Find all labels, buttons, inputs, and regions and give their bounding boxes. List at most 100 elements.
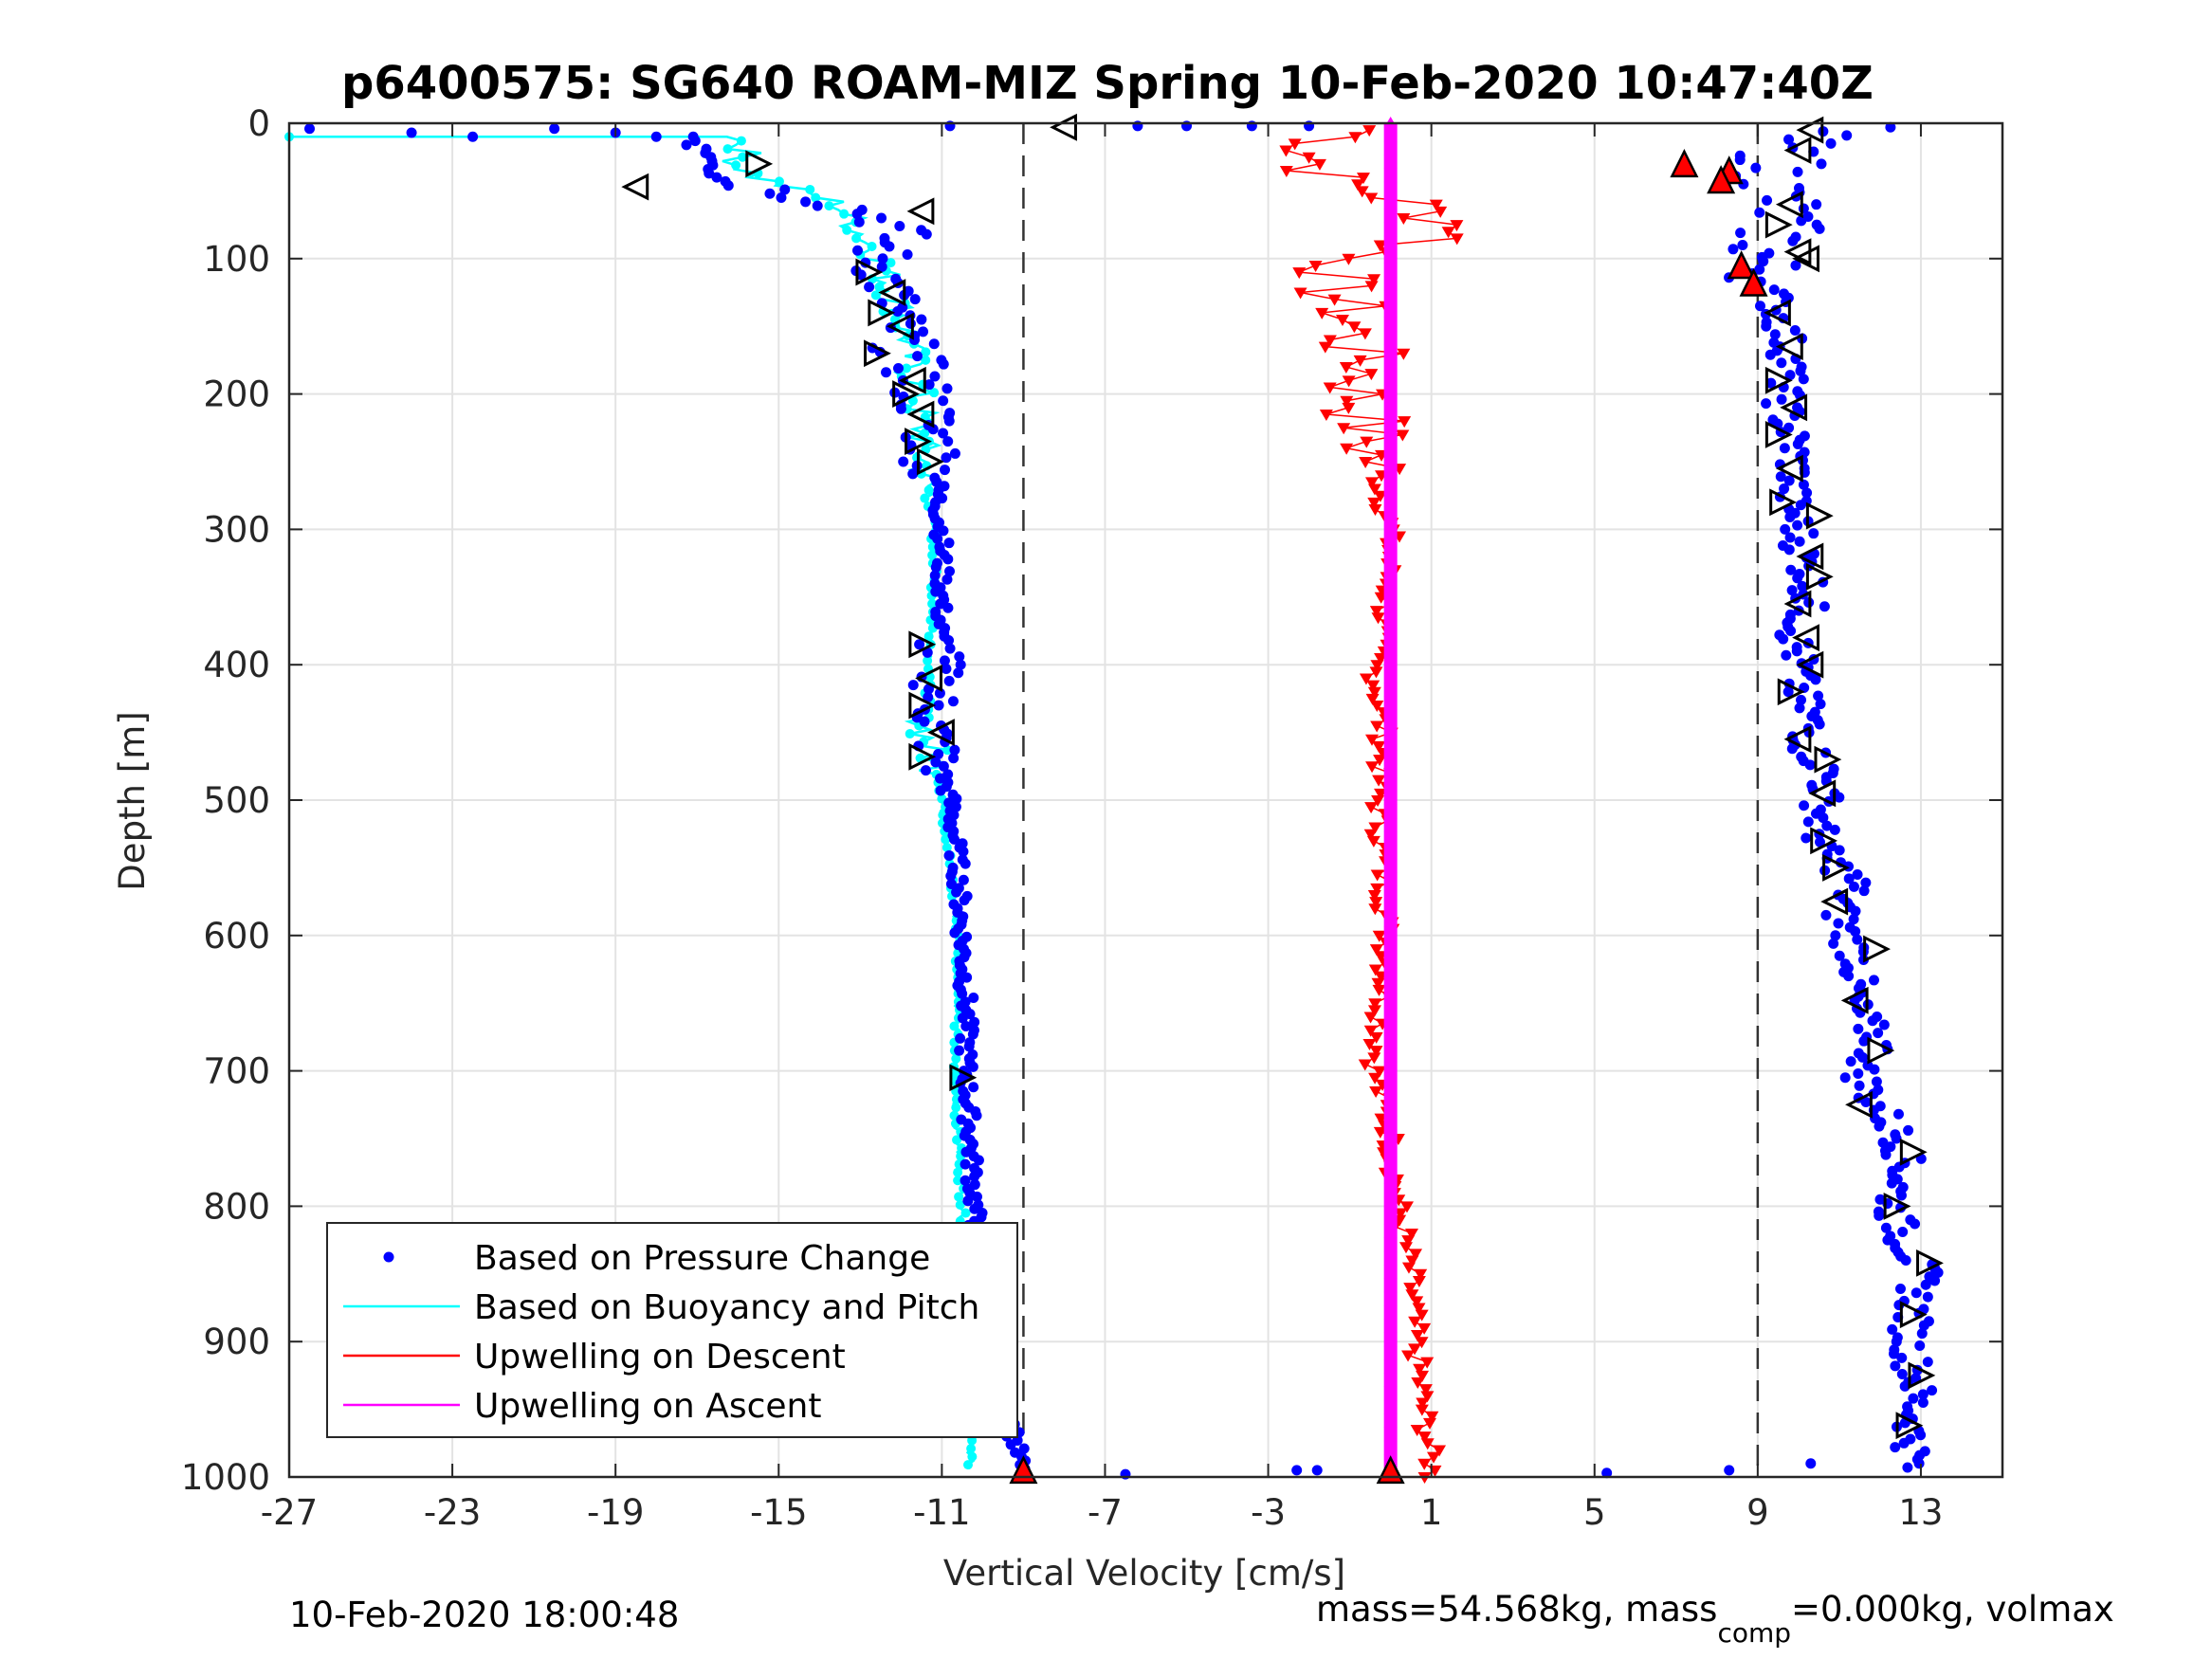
buoyancy-pitch-dot [870, 290, 881, 301]
buoyancy-pitch-dot [842, 225, 852, 235]
ascent-event-marker [1783, 137, 1812, 164]
pressure-descent-dot [933, 700, 944, 711]
apogee-marker [1670, 149, 1699, 178]
upwelling-descent-marker [1401, 1262, 1416, 1274]
pressure-ascent-dot [1795, 500, 1806, 511]
buoyancy-pitch-dot [927, 598, 938, 609]
upwelling-descent-marker [1308, 260, 1323, 272]
descent-event-marker [927, 719, 955, 747]
pressure-descent-dot [957, 1012, 968, 1024]
upwelling-ascent-marker [1383, 1050, 1398, 1063]
pressure-descent-dot [855, 269, 867, 281]
pressure-ascent-dot [1860, 1096, 1872, 1107]
buoyancy-pitch-dot [811, 192, 821, 203]
upwelling-ascent-marker [1383, 1064, 1398, 1076]
upwelling-descent-segment [1286, 170, 1364, 178]
buoyancy-pitch-dot [923, 484, 934, 495]
upwelling-ascent-marker [1383, 1443, 1398, 1455]
ascent-event-marker [1820, 887, 1849, 916]
pressure-ascent-dot [1782, 686, 1794, 698]
ascent-event-marker [1775, 454, 1803, 483]
buoyancy-pitch-dot [851, 233, 862, 244]
pressure-descent-dot [953, 667, 964, 679]
pressure-descent-dot [969, 1016, 980, 1028]
ascent-event-marker [1792, 245, 1819, 273]
pressure-ascent-dot [1799, 800, 1810, 811]
pressure-ascent-dot [1750, 162, 1762, 173]
upwelling-descent-marker [1398, 1242, 1413, 1254]
upwelling-ascent-marker [1383, 1077, 1398, 1089]
upwelling-ascent-marker [1383, 428, 1398, 440]
pressure-descent-dot [704, 168, 715, 179]
pressure-descent-dot [951, 793, 962, 805]
upwelling-ascent-marker [1383, 184, 1398, 196]
upwelling-ascent-marker [1383, 292, 1398, 304]
x-tick-label: 9 [1746, 1492, 1769, 1533]
pressure-ascent-dot [1880, 1149, 1892, 1160]
pressure-ascent-dot [1785, 626, 1797, 636]
pressure-descent-dot [954, 651, 965, 663]
pressure-ascent-dot [1798, 374, 1809, 385]
pressure-ascent-dot [1892, 1108, 1904, 1120]
pressure-surface-dot [467, 131, 479, 142]
pressure-descent-dot [941, 452, 952, 464]
upwelling-ascent-marker [1383, 482, 1398, 494]
upwelling-ascent-marker [1383, 793, 1398, 805]
upwelling-ascent-marker [1383, 333, 1398, 345]
pressure-ascent-dot [1825, 137, 1837, 149]
pressure-ascent-dot [1797, 580, 1808, 592]
upwelling-ascent-marker [1383, 590, 1398, 602]
pressure-descent-dot [959, 895, 970, 906]
buoyancy-pitch-dot [824, 201, 834, 211]
upwelling-descent-marker [1358, 328, 1372, 340]
upwelling-descent-marker [1369, 1086, 1383, 1099]
upwelling-ascent-marker [1383, 1226, 1398, 1238]
pressure-ascent-dot [1853, 1023, 1864, 1034]
pressure-ascent-dot [1769, 329, 1781, 340]
upwelling-descent-marker [1441, 227, 1455, 239]
upwelling-ascent-marker [1383, 820, 1398, 832]
pressure-ascent-dot [1852, 869, 1863, 881]
pressure-descent-dot [907, 680, 919, 691]
pressure-ascent-dot [1897, 1227, 1909, 1238]
upwelling-ascent-marker [1383, 969, 1398, 981]
pressure-ascent-dot [1850, 905, 1861, 917]
y-tick-label: 0 [247, 103, 270, 144]
pressure-descent-dot [949, 447, 960, 459]
upwelling-ascent-marker [1383, 604, 1398, 616]
upwelling-descent-marker [1302, 152, 1316, 164]
pressure-descent-dot [971, 1110, 982, 1121]
upwelling-ascent-marker [1383, 1104, 1398, 1117]
buoyancy-pitch-dot [923, 655, 933, 665]
pressure-ascent-dot [1918, 1320, 1929, 1331]
pressure-outlier-dot [1311, 1465, 1323, 1476]
ascent-event-marker [1783, 590, 1812, 618]
upwelling-descent-segment [1346, 447, 1382, 456]
footer-mass-subscript: comp [1717, 1617, 1791, 1649]
pressure-ascent-dot [1869, 1064, 1880, 1075]
upwelling-descent-marker [1396, 429, 1410, 442]
pressure-ascent-dot [1754, 207, 1765, 218]
apogee-marker [1739, 267, 1768, 297]
upwelling-descent-marker [1371, 612, 1385, 625]
pressure-ascent-dot [1792, 438, 1803, 449]
descent-event-marker [908, 691, 937, 720]
x-tick-label: 5 [1583, 1492, 1606, 1533]
upwelling-ascent-marker [1383, 1199, 1398, 1212]
upwelling-descent-marker [1319, 410, 1333, 422]
upwelling-descent-segment [1371, 196, 1436, 206]
x-tick-label: 13 [1898, 1492, 1943, 1533]
pressure-ascent-dot [1860, 877, 1872, 888]
upwelling-ascent-marker [1383, 1267, 1398, 1279]
upwelling-ascent-marker [1383, 1402, 1398, 1414]
pressure-ascent-dot [1845, 1056, 1856, 1067]
upwelling-ascent-marker [1383, 1307, 1398, 1320]
upwelling-descent-segment [1329, 386, 1383, 395]
descent-event-marker [906, 197, 935, 226]
pressure-ascent-dot [1778, 633, 1789, 645]
upwelling-descent-marker [1323, 382, 1337, 394]
tick-labels: -27 -23 -19 -15 -11 -7 -3 1 5 9 13 0 100 200 300 400 500… [181, 103, 1944, 1533]
buoyancy-pitch-dot [921, 355, 931, 365]
descent-event-marker [916, 447, 944, 476]
upwelling-descent-marker [1411, 1377, 1425, 1390]
